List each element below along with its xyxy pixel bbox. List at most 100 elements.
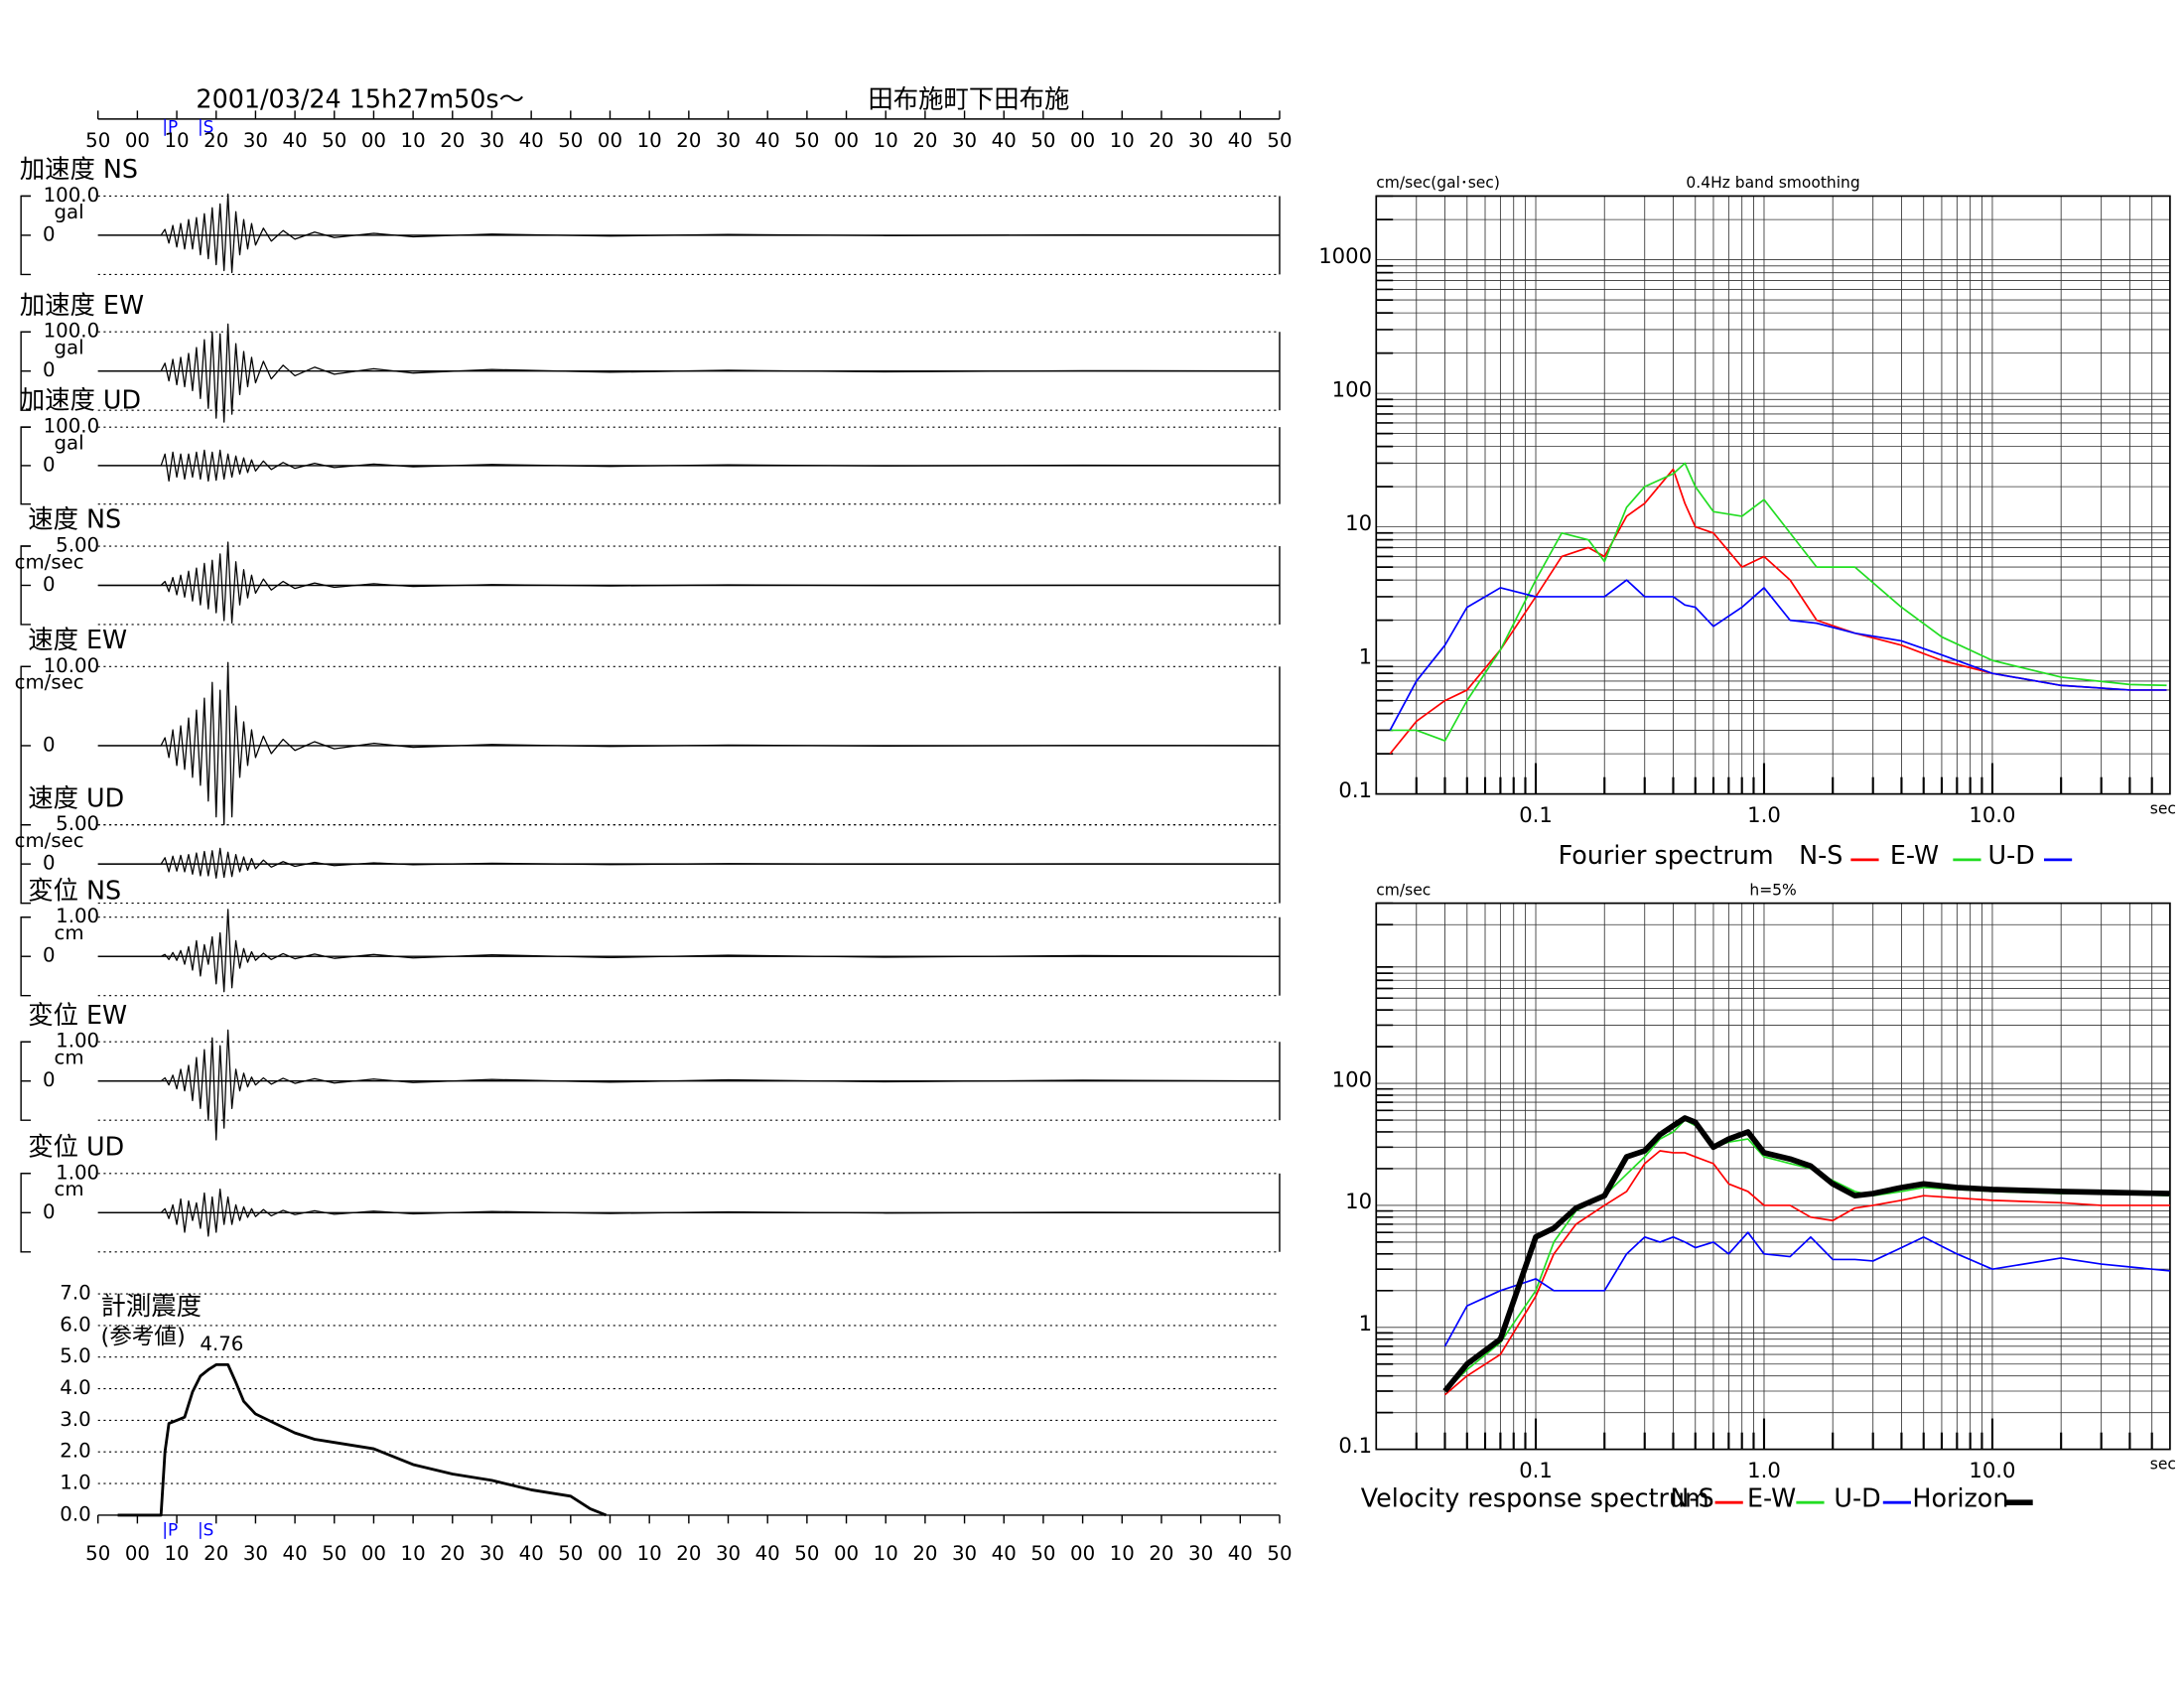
x-tick-label: 50 bbox=[322, 1542, 346, 1565]
x-tick-label: 50 bbox=[1267, 1542, 1292, 1565]
waveform bbox=[97, 193, 1280, 274]
x-tick-label: 30 bbox=[1188, 1542, 1213, 1565]
y-tick-label: 1000 bbox=[1318, 243, 1372, 268]
unit-label: cm/sec bbox=[15, 550, 84, 573]
phase-label: S bbox=[204, 116, 214, 136]
x-tick-label: 40 bbox=[283, 1542, 308, 1565]
y-tick-label: 1 bbox=[1359, 643, 1372, 668]
x-tick-label: 40 bbox=[992, 129, 1017, 152]
unit-label: cm/sec bbox=[15, 829, 84, 852]
y-tick-label: 0 bbox=[43, 573, 56, 596]
x-tick-label: 10 bbox=[401, 1542, 426, 1565]
x-tick-label: 20 bbox=[440, 1542, 465, 1565]
x-tick-label: 10.0 bbox=[1969, 1458, 2015, 1482]
y-tick-label: 10 bbox=[1345, 1189, 1372, 1213]
x-tick-label: 10.0 bbox=[1969, 802, 2015, 827]
unit-label: gal bbox=[55, 432, 84, 455]
y-tick-label: 10.00 bbox=[44, 654, 99, 677]
x-tick-label: 0.1 bbox=[1519, 802, 1553, 827]
x-tick-label: 1.0 bbox=[1747, 1458, 1781, 1482]
x-tick-label: 30 bbox=[479, 1542, 504, 1565]
x-tick-label: 10 bbox=[401, 129, 426, 152]
y-tick-label: 100.0 bbox=[44, 415, 99, 438]
x-tick-label: 30 bbox=[716, 1542, 741, 1565]
y-tick-label: 0.1 bbox=[1338, 1433, 1372, 1458]
intensity-line bbox=[117, 1362, 608, 1517]
y-tick-label: 0 bbox=[43, 1068, 56, 1091]
x-tick-label: 20 bbox=[912, 1542, 937, 1565]
panel-name: 変位 NS bbox=[28, 875, 121, 905]
unit-label: cm bbox=[55, 1178, 84, 1200]
x-tick-label: 00 bbox=[361, 129, 386, 152]
x-tick-label: 50 bbox=[558, 1542, 583, 1565]
x-tick-label: 50 bbox=[1267, 129, 1292, 152]
x-tick-label: 00 bbox=[125, 129, 150, 152]
y-tick-label: 0 bbox=[43, 852, 56, 875]
x-tick-label: 10 bbox=[1110, 129, 1135, 152]
waveform bbox=[97, 449, 1280, 483]
chart-subtitle: (参考値) bbox=[101, 1324, 186, 1349]
x-tick-label: 10 bbox=[637, 129, 662, 152]
phase-label: P bbox=[168, 116, 178, 136]
y-tick-label: 1.0 bbox=[60, 1472, 90, 1494]
panel-name: 速度 EW bbox=[28, 625, 127, 654]
peak-label: 4.76 bbox=[200, 1333, 243, 1355]
x-tick-label: 00 bbox=[1070, 129, 1095, 152]
x-tick-label: 00 bbox=[598, 1542, 622, 1565]
spectrum-line bbox=[1389, 468, 2167, 755]
x-tick-label: 00 bbox=[361, 1542, 386, 1565]
x-axis-label: sec bbox=[2150, 1456, 2176, 1474]
x-tick-label: 10 bbox=[874, 129, 898, 152]
y-tick-label: 6.0 bbox=[60, 1313, 90, 1336]
y-tick-label: 1.00 bbox=[56, 1030, 99, 1053]
panel-name: 加速度 UD bbox=[20, 385, 141, 415]
x-tick-label: 20 bbox=[204, 1542, 228, 1565]
y-tick-label: 5.00 bbox=[56, 812, 99, 835]
x-tick-label: 30 bbox=[243, 1542, 268, 1565]
unit-label: cm/sec bbox=[15, 671, 84, 694]
x-tick-label: 10 bbox=[165, 129, 190, 152]
y-tick-label: 1.00 bbox=[56, 905, 99, 927]
chart-title: Velocity response spectrum bbox=[1361, 1482, 1709, 1512]
x-tick-label: 50 bbox=[558, 129, 583, 152]
x-tick-label: 0.1 bbox=[1519, 1458, 1553, 1482]
chart-subtitle: 田布施町下田布施 bbox=[868, 84, 1069, 114]
y-tick-label: 100.0 bbox=[44, 184, 99, 207]
x-tick-label: 40 bbox=[1228, 129, 1253, 152]
x-tick-label: 30 bbox=[716, 129, 741, 152]
y-tick-label: 2.0 bbox=[60, 1440, 90, 1463]
legend-label: N-S bbox=[1799, 840, 1843, 870]
y-tick-label: 0 bbox=[43, 222, 56, 245]
waveform bbox=[97, 847, 1280, 879]
legend-label: U-D bbox=[1834, 1482, 1880, 1512]
y-tick-label: 5.0 bbox=[60, 1344, 90, 1367]
legend-label: N-S bbox=[1670, 1482, 1713, 1512]
waveform bbox=[97, 323, 1280, 423]
unit-label: cm bbox=[55, 1047, 84, 1069]
x-tick-label: 40 bbox=[519, 1542, 544, 1565]
waveform bbox=[97, 1029, 1280, 1141]
y-tick-label: 0 bbox=[43, 1200, 56, 1223]
x-tick-label: 40 bbox=[992, 1542, 1017, 1565]
legend-label: E-W bbox=[1890, 840, 1939, 870]
x-tick-label: 20 bbox=[440, 129, 465, 152]
panel-name: 加速度 EW bbox=[20, 290, 144, 320]
y-tick-label: 0 bbox=[43, 453, 56, 476]
plot-frame bbox=[1375, 902, 2171, 1451]
y-tick-label: 1.00 bbox=[56, 1161, 99, 1184]
spectrum-line bbox=[1389, 579, 2167, 731]
x-tick-label: 50 bbox=[85, 129, 110, 152]
x-tick-label: 20 bbox=[676, 1542, 701, 1565]
panel-name: 変位 UD bbox=[28, 1131, 124, 1161]
x-tick-label: 50 bbox=[322, 129, 346, 152]
x-tick-label: 20 bbox=[204, 129, 228, 152]
x-tick-label: 00 bbox=[1070, 1542, 1095, 1565]
x-tick-label: 20 bbox=[676, 129, 701, 152]
x-tick-label: 40 bbox=[755, 1542, 780, 1565]
x-tick-label: 50 bbox=[85, 1542, 110, 1565]
panel-name: 変位 EW bbox=[28, 1000, 127, 1030]
